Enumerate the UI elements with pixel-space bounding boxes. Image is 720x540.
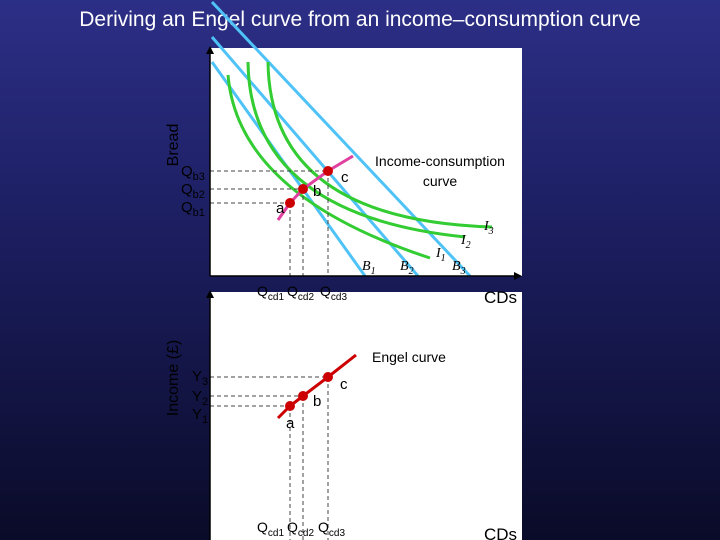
bottom-x-tick-qcd2: Qcd2 xyxy=(287,519,314,539)
top-x-axis-label: CDs xyxy=(484,288,517,307)
budget-label-b3: B3 xyxy=(452,259,466,277)
bottom-y-axis-label: Income (£) xyxy=(165,340,182,416)
top-y-tick-qb2: Qb2 xyxy=(181,181,205,201)
point-b-label-bottom: b xyxy=(313,393,321,410)
point-c-bottom xyxy=(323,372,333,382)
bottom-panel-bg xyxy=(210,292,522,540)
top-y-axis-label: Bread xyxy=(165,124,182,167)
top-x-tick-qcd3: Qcd3 xyxy=(320,283,347,303)
point-c-label-top: c xyxy=(341,169,349,186)
icc-label-line1: Income-consumption xyxy=(375,153,505,169)
indifference-label-i2: I2 xyxy=(460,233,471,251)
budget-label-b1: B1 xyxy=(362,259,376,277)
point-a-label-top: a xyxy=(276,200,285,217)
point-a-top xyxy=(285,198,295,208)
engel-curve-label: Engel curve xyxy=(372,349,446,365)
top-y-tick-qb3: Qb3 xyxy=(181,163,205,183)
indifference-curve-i3 xyxy=(266,61,493,229)
budget-line-b2 xyxy=(210,36,420,277)
bottom-x-tick-qcd1: Qcd1 xyxy=(257,519,284,539)
indifference-curve-i2 xyxy=(246,61,466,239)
budget-label-b2: B2 xyxy=(400,259,414,277)
bottom-guides xyxy=(210,376,329,540)
top-x-axis-arrow xyxy=(514,272,522,280)
indifference-label-i3: I3 xyxy=(483,219,494,237)
indifference-label-i1: I1 xyxy=(435,246,446,264)
top-panel-bg xyxy=(210,48,522,276)
point-a-label-bottom: a xyxy=(286,415,295,432)
bottom-y-axis-arrow xyxy=(206,290,214,298)
bottom-x-axis-label: CDs xyxy=(484,525,517,540)
bottom-y-tick-y1: Y1 xyxy=(192,406,208,426)
point-b-bottom xyxy=(298,391,308,401)
top-x-tick-qcd2: Qcd2 xyxy=(287,283,314,303)
point-c-top xyxy=(323,166,333,176)
point-c-label-bottom: c xyxy=(340,376,348,393)
slide-title: Deriving an Engel curve from an income–c… xyxy=(79,8,641,31)
bottom-panel: a b c Engel curve xyxy=(206,290,446,540)
top-y-tick-qb1: Qb1 xyxy=(181,199,205,219)
point-b-label-top: b xyxy=(313,183,321,200)
icc-label-line2: curve xyxy=(423,173,457,189)
top-y-axis-arrow xyxy=(206,46,214,54)
point-a-bottom xyxy=(285,401,295,411)
bottom-x-tick-qcd3: Qcd3 xyxy=(318,519,345,539)
bottom-y-tick-y2: Y2 xyxy=(192,388,208,408)
point-b-top xyxy=(298,184,308,194)
bottom-y-tick-y3: Y3 xyxy=(192,368,208,388)
top-guides xyxy=(210,170,329,276)
top-panel: a b c Income-consumption curve I1 I2 I3 … xyxy=(206,0,522,280)
indifference-curve-i1 xyxy=(226,74,431,260)
top-x-tick-qcd1: Qcd1 xyxy=(257,283,284,303)
